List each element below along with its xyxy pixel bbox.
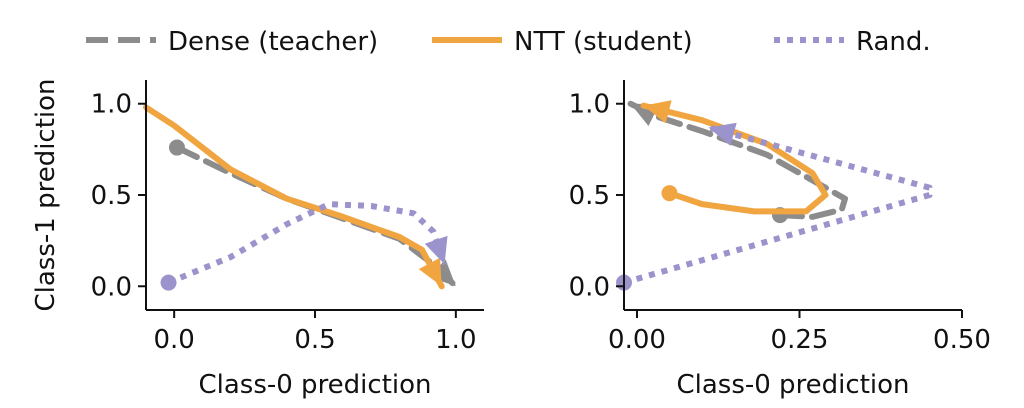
left-y-axis-label: Class-1 prediction (31, 78, 61, 311)
left-x-tick-label: 0.0 (153, 325, 194, 355)
right-y-tick-label: 1.0 (569, 90, 610, 120)
right-y-tick-label: 0.5 (569, 181, 610, 211)
right-x-tick-label: 0.25 (771, 325, 829, 355)
left-rand-arrowhead (424, 235, 448, 265)
right-x-tick-label: 0.50 (933, 325, 991, 355)
left-chart-panel: 0.0 0.5 1.0 0.0 0.5 1.0 Class-0 prediction Cl… (31, 78, 484, 400)
left-dense-line (174, 144, 459, 290)
left-x-tick-label: 1.0 (435, 325, 476, 355)
legend-rand-label: Rand. (856, 27, 931, 57)
left-ntt-arrowhead (418, 257, 442, 287)
left-rand-line (167, 201, 448, 286)
legend-dense-label: Dense (teacher) (168, 27, 378, 57)
left-y-tick-label: 0.5 (91, 181, 132, 211)
right-rand-line (623, 124, 933, 286)
left-x-axis-label: Class-0 prediction (198, 370, 431, 400)
legend-ntt-label: NTT (student) (514, 27, 693, 57)
left-ntt-line (143, 104, 445, 290)
left-x-tick-label: 0.5 (294, 325, 335, 355)
left-dense-arrowhead (428, 259, 456, 287)
left-dense-start-marker (168, 139, 185, 156)
left-y-tick-label: 0.0 (91, 272, 132, 302)
right-x-axis-label: Class-0 prediction (676, 370, 909, 400)
right-rand-arrowhead (708, 122, 737, 146)
left-rand-start-marker (160, 274, 177, 291)
right-x-tick-label: 0.00 (608, 325, 666, 355)
right-ntt-arrowhead (643, 100, 672, 124)
legend: Dense (teacher) NTT (student) Rand. (86, 27, 931, 57)
left-y-tick-label: 1.0 (91, 90, 132, 120)
right-y-tick-label: 0.0 (569, 272, 610, 302)
right-ntt-start-marker (661, 185, 678, 202)
right-chart-panel: 0.00 0.25 0.50 0.0 0.5 1.0 Class-0 prediction (569, 80, 991, 400)
